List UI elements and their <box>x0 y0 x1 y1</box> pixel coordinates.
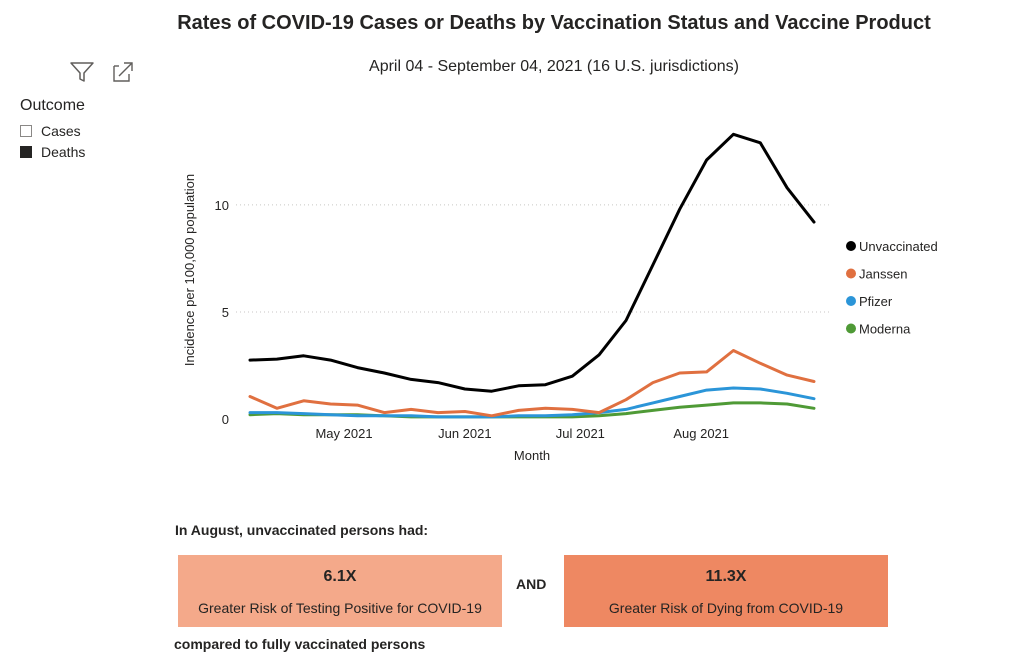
series-line-unvaccinated <box>248 132 816 393</box>
legend-label-unvaccinated: Unvaccinated <box>859 239 938 254</box>
chart-subtitle: April 04 - September 04, 2021 (16 U.S. j… <box>369 58 739 75</box>
outcome-slicer-title: Outcome <box>20 97 85 114</box>
checkbox-checked-icon[interactable] <box>20 146 32 158</box>
summary-heading: In August, unvaccinated persons had: <box>175 522 429 538</box>
connector-label: AND <box>516 576 547 592</box>
summary-footer: compared to fully vaccinated persons <box>174 636 426 652</box>
stat-card-cases: 6.1X Greater Risk of Testing Positive fo… <box>178 555 502 627</box>
filter-icon[interactable] <box>68 60 96 84</box>
slicer-item-label: Deaths <box>41 144 86 160</box>
stat-description: Greater Risk of Dying from COVID-19 <box>608 600 844 616</box>
stat-card-deaths: 11.3X Greater Risk of Dying from COVID-1… <box>564 555 888 627</box>
legend-marker-moderna <box>846 323 856 334</box>
checkbox-icon[interactable] <box>20 125 32 137</box>
x-tick-label: May 2021 <box>315 426 372 441</box>
slicer-item-cases[interactable]: Cases <box>20 123 81 139</box>
stat-value: 11.3X <box>705 568 747 585</box>
legend-label-pfizer: Pfizer <box>859 294 893 309</box>
series-line-pfizer <box>248 386 816 419</box>
y-tick-label: 5 <box>222 305 229 320</box>
slicer-item-deaths[interactable]: Deaths <box>20 144 85 160</box>
y-tick-label: 0 <box>222 412 229 427</box>
legend-marker-pfizer <box>846 296 856 306</box>
stat-value: 6.1X <box>323 568 357 585</box>
line-chart: 0 5 10 May 2021 Jun 2021 Jul 2021 Aug 2021 Mont… <box>182 132 938 463</box>
slicer-item-label: Cases <box>41 123 81 139</box>
x-tick-label: Aug 2021 <box>673 426 729 441</box>
focus-mode-icon[interactable] <box>110 60 136 84</box>
x-axis-title: Month <box>514 448 550 463</box>
legend-marker-janssen <box>846 268 856 279</box>
legend-label-moderna: Moderna <box>859 322 911 337</box>
stat-description: Greater Risk of Testing Positive for COV… <box>198 600 482 616</box>
chart-title: Rates of COVID-19 Cases or Deaths by Vac… <box>177 12 931 34</box>
legend-label-janssen: Janssen <box>859 267 907 282</box>
y-tick-label: 10 <box>215 198 229 213</box>
legend-marker-unvaccinated <box>846 241 856 251</box>
series-line-janssen <box>248 349 816 418</box>
x-tick-label: Jun 2021 <box>438 426 492 441</box>
x-tick-label: Jul 2021 <box>556 426 605 441</box>
y-axis-title: Incidence per 100,000 population <box>182 174 197 366</box>
